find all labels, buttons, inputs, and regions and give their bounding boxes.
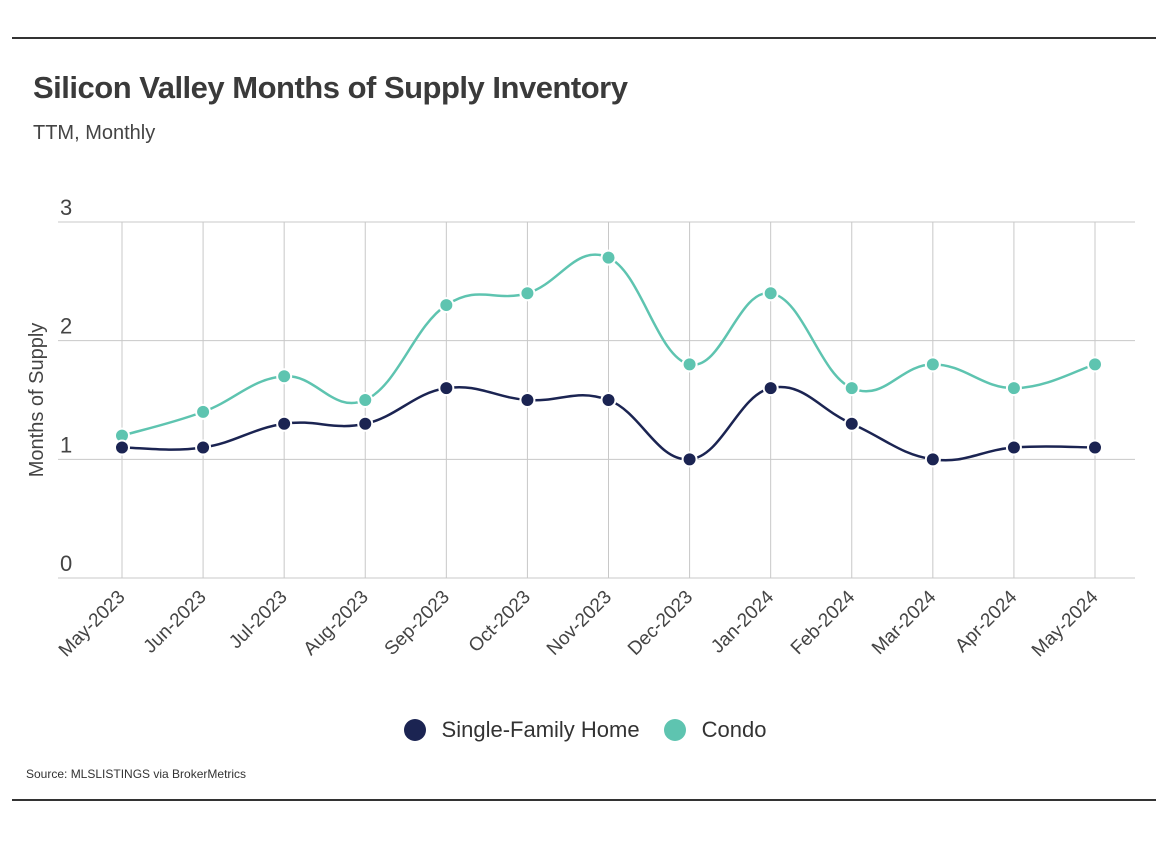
data-point-condo	[843, 380, 860, 397]
source-note: Source: MLSLISTINGS via BrokerMetrics	[26, 767, 247, 781]
data-point-condo	[1087, 356, 1103, 373]
data-point-sfh	[276, 415, 293, 432]
x-tick-label: Feb-2024	[787, 586, 860, 659]
x-tick-label: Nov-2023	[543, 587, 616, 660]
data-point-sfh	[924, 451, 941, 468]
x-tick-label: Jul-2023	[225, 587, 291, 653]
x-tick-label: Jun-2023	[140, 587, 211, 658]
legend: Single-Family Home Condo	[0, 717, 1170, 743]
bottom-rule	[12, 799, 1156, 801]
data-point-sfh	[762, 380, 779, 397]
y-tick-label: 3	[60, 195, 72, 220]
data-point-sfh	[600, 392, 617, 408]
x-tick-label: Aug-2023	[300, 587, 373, 660]
series-line-condo	[121, 253, 1096, 437]
legend-label-sfh: Single-Family Home	[441, 717, 640, 742]
chart-subtitle: TTM, Monthly	[33, 122, 156, 144]
x-tick-label: Oct-2023	[465, 587, 535, 657]
y-tick-label: 0	[60, 551, 72, 576]
x-tick-label: Dec-2023	[624, 587, 697, 660]
legend-marker-sfh	[403, 719, 426, 741]
legend-item-sfh: Single-Family Home	[403, 717, 640, 743]
data-point-sfh	[1005, 439, 1022, 456]
y-axis-label: Months of Supply	[26, 323, 48, 478]
data-point-sfh	[357, 415, 374, 432]
data-point-sfh	[195, 439, 212, 456]
x-tick-label: Mar-2024	[868, 586, 941, 659]
data-point-condo	[276, 368, 293, 385]
data-point-sfh	[1087, 439, 1103, 456]
legend-item-condo: Condo	[663, 717, 767, 743]
data-point-condo	[519, 285, 536, 302]
data-point-condo	[600, 249, 617, 266]
y-tick-label: 2	[60, 314, 72, 339]
data-point-sfh	[681, 451, 698, 468]
x-tick-label: May-2024	[1028, 586, 1103, 661]
data-point-sfh	[438, 380, 455, 397]
data-point-sfh	[114, 439, 130, 456]
top-rule	[12, 37, 1156, 39]
chart-title: Silicon Valley Months of Supply Inventor…	[33, 70, 628, 105]
data-point-condo	[195, 403, 212, 420]
legend-label-condo: Condo	[701, 717, 767, 742]
data-point-condo	[681, 356, 698, 373]
data-point-condo	[438, 297, 455, 314]
data-point-condo	[357, 392, 374, 408]
data-point-sfh	[519, 392, 536, 408]
data-point-condo	[1005, 380, 1022, 397]
legend-marker-condo	[663, 719, 686, 741]
data-point-sfh	[843, 415, 860, 432]
x-tick-label: Jan-2024	[707, 586, 778, 657]
data-point-condo	[762, 285, 779, 302]
data-point-condo	[924, 356, 941, 373]
x-tick-label: Sep-2023	[381, 587, 454, 660]
y-tick-label: 1	[60, 432, 72, 457]
x-tick-label: May-2023	[55, 587, 130, 662]
x-tick-label: Apr-2024	[951, 586, 1021, 656]
